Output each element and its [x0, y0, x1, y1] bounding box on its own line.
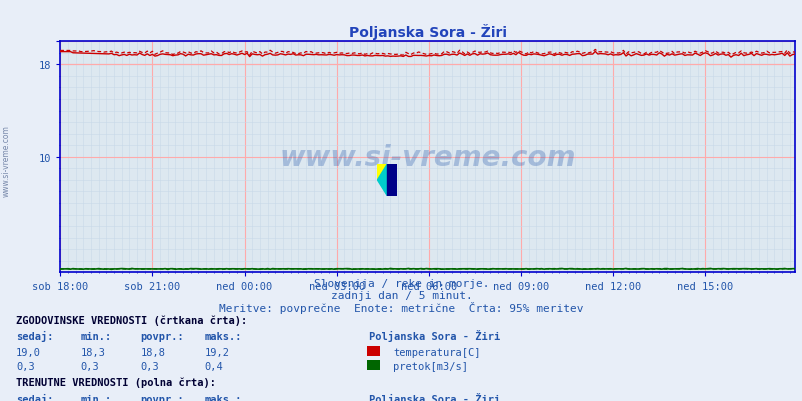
Text: povpr.:: povpr.:	[140, 332, 184, 342]
Text: maks.:: maks.:	[205, 332, 242, 342]
Text: ZGODOVINSKE VREDNOSTI (črtkana črta):: ZGODOVINSKE VREDNOSTI (črtkana črta):	[16, 314, 247, 325]
Text: 19,0: 19,0	[16, 347, 41, 357]
Text: zadnji dan / 5 minut.: zadnji dan / 5 minut.	[330, 291, 472, 301]
Text: temperatura[C]: temperatura[C]	[393, 347, 480, 357]
Text: 18,8: 18,8	[140, 347, 165, 357]
Text: 0,3: 0,3	[16, 361, 34, 371]
Polygon shape	[377, 164, 397, 180]
Text: sedaj:: sedaj:	[16, 393, 54, 401]
Text: Meritve: povprečne  Enote: metrične  Črta: 95% meritev: Meritve: povprečne Enote: metrične Črta:…	[219, 301, 583, 313]
Text: 0,4: 0,4	[205, 361, 223, 371]
Text: Poljanska Sora - Žiri: Poljanska Sora - Žiri	[369, 392, 500, 401]
Text: 0,3: 0,3	[80, 361, 99, 371]
Text: TRENUTNE VREDNOSTI (polna črta):: TRENUTNE VREDNOSTI (polna črta):	[16, 377, 216, 387]
Text: 18,3: 18,3	[80, 347, 105, 357]
Text: maks.:: maks.:	[205, 394, 242, 401]
Text: min.:: min.:	[80, 332, 111, 342]
Polygon shape	[377, 164, 387, 196]
Polygon shape	[377, 164, 387, 180]
Title: Poljanska Sora - Žiri: Poljanska Sora - Žiri	[348, 24, 506, 40]
Text: Poljanska Sora - Žiri: Poljanska Sora - Žiri	[369, 330, 500, 342]
Text: www.si-vreme.com: www.si-vreme.com	[279, 144, 575, 171]
Text: www.si-vreme.com: www.si-vreme.com	[2, 125, 11, 196]
Text: pretok[m3/s]: pretok[m3/s]	[393, 361, 468, 371]
Text: sedaj:: sedaj:	[16, 331, 54, 342]
Text: min.:: min.:	[80, 394, 111, 401]
Text: povpr.:: povpr.:	[140, 394, 184, 401]
Text: Slovenija / reke in morje.: Slovenija / reke in morje.	[314, 279, 488, 289]
Polygon shape	[387, 164, 397, 196]
Text: 0,3: 0,3	[140, 361, 159, 371]
Text: 19,2: 19,2	[205, 347, 229, 357]
